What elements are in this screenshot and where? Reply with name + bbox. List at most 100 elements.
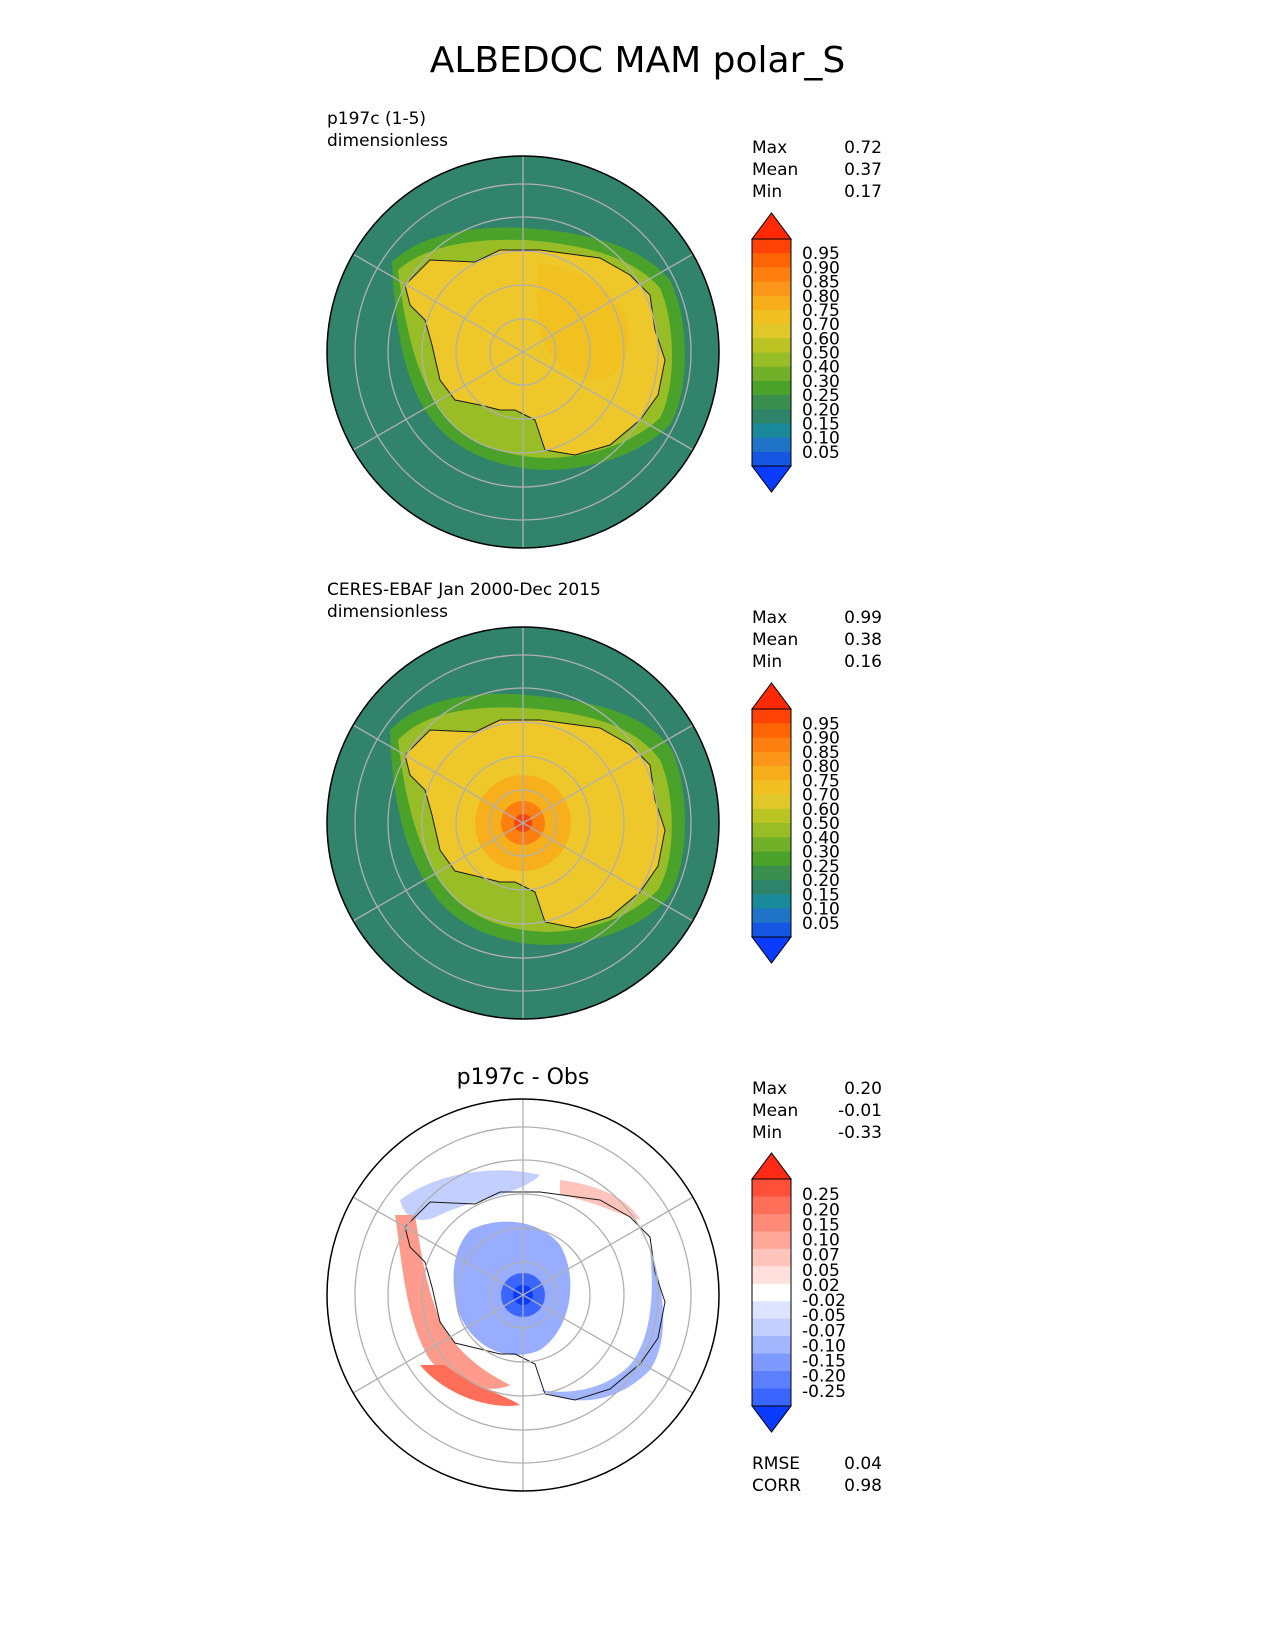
colorbar-swatch: [752, 1388, 791, 1407]
colorbar-tick-label: -0.25: [802, 1382, 846, 1402]
panel-model-colorbar: 0.950.900.850.800.750.700.600.500.400.30…: [751, 212, 840, 493]
colorbar-swatch: [752, 709, 791, 724]
colorbar-tick-label: 0.20: [802, 1200, 840, 1220]
colorbar-swatch: [752, 380, 791, 396]
colorbar-tick-label: 0.15: [802, 885, 840, 905]
panel-obs-subtitle: CERES-EBAF Jan 2000-Dec 2015 dimensionle…: [327, 579, 601, 623]
neg-anomaly-ice-margin: [540, 1250, 664, 1401]
colorbar-tick-label: 0.95: [802, 714, 840, 734]
stat-mean-label: Mean: [752, 160, 799, 180]
panel-diff-title: p197c - Obs: [456, 1065, 590, 1090]
panel-obs-dataset: CERES-EBAF Jan 2000-Dec 2015: [327, 580, 601, 600]
stat-min-value: 0.17: [844, 182, 882, 202]
pos-anomaly-weddell: [420, 1365, 520, 1406]
colorbar-tick-label: -0.20: [802, 1367, 846, 1387]
colorbar-tick-label: 0.15: [802, 1215, 840, 1235]
panel-diff-stats: Max 0.20 Mean -0.01 Min -0.33: [752, 1078, 882, 1144]
map-boundary: [326, 626, 720, 1020]
colorbar-extend-min: [751, 1405, 792, 1433]
colorbar-extend-max: [751, 682, 792, 710]
colorbar-tick-label: 0.50: [802, 814, 840, 834]
colorbar-swatch: [752, 1231, 791, 1250]
colorbar-swatch: [752, 295, 791, 311]
colorbar-tick-label: 0.95: [802, 244, 840, 264]
colorbar-tick-label: -0.15: [802, 1352, 846, 1372]
colorbar-swatch: [752, 922, 791, 938]
colorbar-swatch: [752, 780, 791, 795]
colorbar-tick-label: 0.75: [802, 771, 840, 791]
colorbar-tick-label: 0.07: [802, 1246, 840, 1266]
colorbar-swatch: [752, 880, 791, 895]
colorbar-swatch: [752, 1283, 791, 1302]
antarctica-coastline: [404, 1191, 666, 1401]
colorbar-swatch: [752, 1318, 791, 1337]
stat-max-label: Max: [752, 138, 788, 158]
colorbar-outline: [751, 238, 792, 467]
colorbar-extend-min: [751, 465, 792, 493]
colorbar-swatch: [752, 808, 791, 824]
colorbar-tick-label: 0.90: [802, 258, 840, 278]
stat-mean-label: Mean: [752, 630, 799, 650]
colorbar-swatch: [752, 1179, 791, 1197]
stat-min-value: -0.33: [838, 1123, 882, 1143]
colorbar-tick-label: 0.05: [802, 443, 840, 463]
colorbar-tick-label: 0.15: [802, 414, 840, 434]
panel-diff-metrics: RMSE 0.04 CORR 0.98: [752, 1453, 882, 1497]
colorbar-tick-label: 0.90: [802, 729, 840, 749]
colorbar-tick-label: 0.25: [802, 1185, 840, 1205]
map-boundary: [326, 155, 720, 549]
colorbar-swatch: [752, 338, 791, 353]
stat-max-value: 0.72: [844, 138, 882, 158]
panel-model-map: [326, 155, 720, 549]
colorbar-tick-label: 0.70: [802, 315, 840, 335]
figure-title: ALBEDOC MAM polar_S: [429, 40, 846, 81]
stat-max-label: Max: [752, 1079, 788, 1099]
colorbar-outline: [751, 708, 792, 938]
colorbar-swatch: [752, 837, 791, 852]
stat-max-value: 0.99: [844, 608, 882, 628]
colorbar-tick-label: 0.05: [802, 1261, 840, 1281]
colorbar-tick-label: 0.25: [802, 857, 840, 877]
colorbar-swatch: [752, 1196, 791, 1215]
colorbar-tick-label: 0.05: [802, 914, 840, 934]
colorbar-swatch: [752, 309, 791, 325]
stat-min-label: Min: [752, 1123, 783, 1143]
colorbar-tick-label: 0.20: [802, 871, 840, 891]
colorbar-swatch: [752, 239, 791, 254]
stat-max-label: Max: [752, 608, 788, 628]
colorbar-extend-min: [751, 936, 792, 964]
graticule: [352, 1099, 694, 1491]
stat-mean-value: 0.38: [844, 630, 882, 650]
colorbar-tick-label: 0.10: [802, 900, 840, 920]
colorbar-swatch: [752, 1336, 791, 1355]
panel-diff-map: [326, 1098, 720, 1492]
metric-rmse-value: 0.04: [844, 1454, 882, 1474]
colorbar-tick-label: 0.50: [802, 344, 840, 364]
metric-corr-value: 0.98: [844, 1476, 882, 1496]
colorbar-tick-label: 0.60: [802, 329, 840, 349]
colorbar-tick-label: 0.20: [802, 400, 840, 420]
colorbar-tick-label: 0.40: [802, 828, 840, 848]
colorbar-tick-label: 0.60: [802, 800, 840, 820]
colorbar-tick-label: -0.05: [802, 1306, 846, 1326]
panel-obs-colorbar: 0.950.900.850.800.750.700.600.500.400.30…: [751, 682, 840, 964]
panel-diff-colorbar: 0.250.200.150.100.070.050.02-0.02-0.05-0…: [751, 1152, 846, 1433]
metric-corr-label: CORR: [752, 1476, 801, 1496]
stat-mean-value: -0.01: [838, 1101, 882, 1121]
colorbar-swatch: [752, 1213, 791, 1232]
colorbar-swatch: [752, 366, 791, 382]
panel-obs-stats: Max 0.99 Mean 0.38 Min 0.16: [752, 607, 882, 673]
metric-rmse-label: RMSE: [752, 1454, 801, 1474]
colorbar-extend-max: [751, 1152, 792, 1180]
stat-min-label: Min: [752, 652, 783, 672]
colorbar-tick-label: 0.10: [802, 429, 840, 449]
colorbar-swatch: [752, 395, 791, 410]
stat-min-value: 0.16: [844, 652, 882, 672]
colorbar-swatch: [752, 281, 791, 297]
pos-anomaly-peninsula: [395, 1215, 510, 1389]
colorbar-swatch: [752, 737, 791, 753]
colorbar-tick-label: 0.30: [802, 372, 840, 392]
colorbar-swatch: [752, 267, 791, 283]
colorbar-swatch: [752, 766, 791, 781]
colorbar-tick-label: 0.30: [802, 843, 840, 863]
